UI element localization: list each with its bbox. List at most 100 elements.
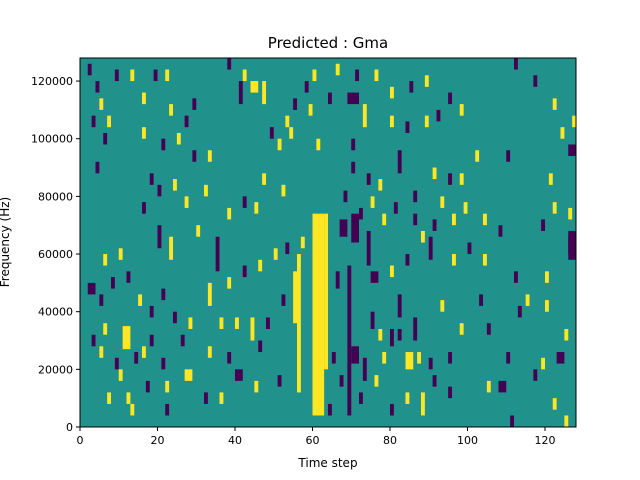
plot-frame <box>79 57 577 428</box>
heatmap-cell <box>87 63 92 76</box>
heatmap-cell <box>235 317 239 329</box>
heatmap-cell <box>277 138 282 151</box>
heatmap-cell <box>390 115 394 128</box>
y-tick-label: 20000 <box>38 363 73 376</box>
heatmap-cell <box>281 294 286 306</box>
heatmap-cell <box>413 190 418 203</box>
y-tick-label: 120000 <box>31 75 73 88</box>
heatmap-cell <box>486 323 491 335</box>
heatmap-cell <box>397 294 402 318</box>
heatmap-cell <box>552 98 557 110</box>
heatmap-cell <box>498 380 507 393</box>
heatmap-cell <box>370 271 379 283</box>
heatmap-cell <box>545 271 549 283</box>
heatmap-cell <box>382 213 387 226</box>
heatmap-cell <box>541 219 546 231</box>
heatmap-cell <box>467 242 472 255</box>
heatmap-cell <box>312 213 325 416</box>
heatmap-cell <box>510 415 515 427</box>
heatmap-cell <box>103 323 108 335</box>
heatmap-cell <box>227 277 232 289</box>
heatmap-cell <box>95 81 100 93</box>
heatmap-cell <box>397 328 402 341</box>
heatmap-cell <box>366 173 371 185</box>
heatmap-cell <box>207 282 212 306</box>
heatmap-cell <box>390 265 394 278</box>
heatmap-cell <box>204 184 208 197</box>
chart-title: Predicted : Gma <box>268 34 388 52</box>
heatmap-cell <box>448 173 453 185</box>
heatmap-cell <box>142 92 146 105</box>
heatmap-cell <box>176 132 181 145</box>
heatmap-cell <box>351 213 359 243</box>
heatmap-cell <box>91 115 96 128</box>
y-tick-label: 80000 <box>38 190 73 203</box>
heatmap-cell <box>165 69 170 82</box>
y-tick-label: 60000 <box>38 248 73 261</box>
heatmap-cell <box>118 369 123 381</box>
x-axis-ticks: 0 20 40 60 80 100 120 <box>77 427 556 447</box>
heatmap-cell <box>328 92 332 105</box>
heatmap-cell <box>359 392 363 404</box>
heatmap-cell <box>463 202 468 214</box>
x-tick-label: 40 <box>228 434 242 447</box>
heatmap-cell <box>409 81 414 93</box>
heatmap-cell <box>424 115 429 128</box>
heatmap-cell <box>157 225 162 249</box>
heatmap-cell <box>169 236 174 260</box>
heatmap-cell <box>118 248 123 260</box>
heatmap-cell <box>99 346 104 358</box>
heatmap-cell <box>242 69 247 82</box>
heatmap-cell <box>184 369 193 381</box>
heatmap-cell <box>153 69 158 82</box>
heatmap-cell <box>173 179 177 191</box>
plot-area <box>79 57 577 428</box>
heatmap-cell <box>506 150 511 162</box>
heatmap-cell <box>235 369 243 381</box>
heatmap-cell <box>192 98 197 110</box>
y-tick-label: 0 <box>66 421 73 434</box>
heatmap-cell <box>440 196 445 208</box>
x-tick-label: 60 <box>306 434 320 447</box>
heatmap-cell <box>432 375 437 387</box>
heatmap-cell <box>397 150 402 174</box>
heatmap-cell <box>297 254 301 393</box>
heatmap-cell <box>254 202 259 214</box>
heatmap-cell <box>87 282 96 295</box>
heatmap-cell <box>564 328 569 341</box>
heatmap-cell <box>428 357 433 370</box>
heatmap-cell <box>184 196 189 208</box>
heatmap-cell <box>258 340 263 353</box>
heatmap-cell <box>347 92 360 105</box>
heatmap-cell <box>262 81 267 105</box>
heatmap-cell <box>448 352 453 364</box>
heatmap-cell <box>405 352 414 370</box>
y-axis-label: Frequency (Hz) <box>0 197 12 288</box>
heatmap-cell <box>452 254 456 266</box>
heatmap-cell <box>126 271 131 283</box>
heatmap-cell <box>142 346 146 358</box>
heatmap-cell <box>366 230 371 266</box>
heatmap-cell <box>130 69 135 82</box>
heatmap-cell <box>405 121 410 133</box>
heatmap-cell <box>293 271 298 324</box>
y-axis-ticks: 0 20000 40000 60000 80000 100000 120000 <box>31 75 80 434</box>
heatmap-cell <box>99 294 104 306</box>
heatmap-cell <box>498 225 503 237</box>
heatmap-cell <box>428 236 433 260</box>
heatmap-cell <box>405 392 410 404</box>
heatmap-cell <box>421 230 425 243</box>
y-tick-label: 100000 <box>31 133 73 146</box>
heatmap-cell <box>432 167 437 180</box>
heatmap-cell <box>192 150 197 162</box>
heatmap-cell <box>289 127 294 139</box>
heatmap-cell <box>130 403 135 416</box>
heatmap-cell <box>328 403 332 416</box>
heatmap-cell <box>107 392 112 404</box>
heatmap-cell <box>459 104 464 116</box>
heatmap-cell <box>545 300 549 312</box>
heatmap-cell <box>448 92 453 105</box>
heatmap-cell <box>180 334 185 347</box>
heatmap-cell <box>413 213 418 226</box>
heatmap-cell <box>362 357 367 381</box>
